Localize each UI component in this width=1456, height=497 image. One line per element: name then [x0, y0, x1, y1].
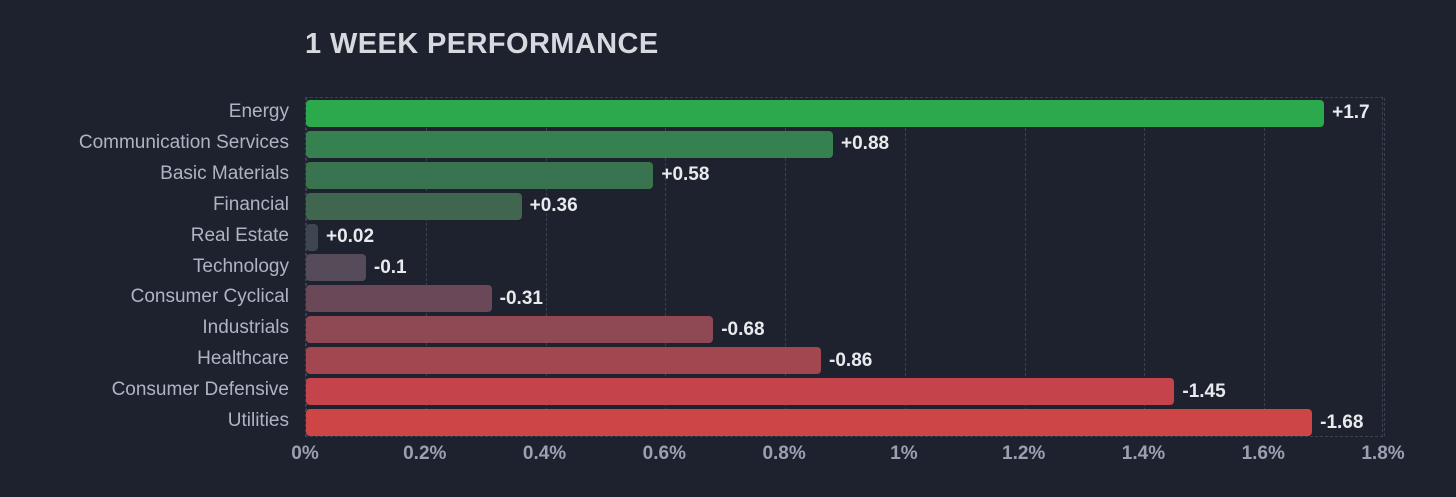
x-tick-label: 1.4%	[1121, 443, 1166, 464]
plot-area: +1.7 +0.88 +0.58 +0.36 +0.02 -0.1 -0.31 -0.68 -0…	[305, 97, 1385, 438]
gridline	[785, 98, 787, 436]
bar-row: -1.45	[306, 376, 1382, 407]
x-tick-label: 0.4%	[522, 443, 567, 464]
value-label: -0.86	[829, 349, 873, 371]
gridline	[1264, 98, 1266, 436]
category-label: Energy	[228, 101, 289, 122]
gridline	[1384, 98, 1385, 436]
chart-title: 1 WEEK PERFORMANCE	[305, 28, 659, 60]
bar-row: +0.88	[306, 129, 1382, 160]
gridline	[1024, 98, 1026, 436]
bar-row: -0.68	[306, 314, 1382, 345]
bar	[306, 285, 492, 313]
bar	[306, 192, 522, 220]
category-label: Industrials	[202, 317, 289, 339]
bar	[306, 254, 366, 282]
value-label: -1.45	[1182, 380, 1226, 402]
bar	[306, 130, 834, 158]
bar	[306, 347, 822, 375]
value-label: +0.02	[325, 226, 375, 248]
value-label: +0.88	[841, 133, 890, 155]
category-label: Basic Materials	[160, 162, 289, 184]
category-label: Healthcare	[197, 348, 289, 370]
gridline	[665, 98, 667, 436]
x-tick-label: 0.2%	[403, 443, 447, 464]
category-label: Consumer Cyclical	[130, 286, 289, 308]
value-label: -0.68	[721, 318, 765, 340]
gridline	[545, 98, 547, 436]
x-axis: 0% 0.2% 0.4% 0.6% 0.8% 1% 1.2% 1.4% 1.6% 1.8%	[291, 443, 1404, 469]
x-tick-label: 0.8%	[762, 443, 806, 464]
bar-row: +0.58	[306, 160, 1382, 191]
bar	[306, 409, 1313, 437]
bar-row: +1.7	[306, 98, 1382, 129]
x-tick-label: 0%	[291, 443, 319, 464]
gridline	[425, 98, 427, 436]
bar-row: -1.68	[306, 407, 1382, 438]
x-tick-label: 1%	[890, 443, 918, 464]
category-label: Financial	[212, 193, 289, 215]
bar	[306, 99, 1325, 127]
value-label: +1.7	[1332, 102, 1370, 124]
bar	[306, 223, 318, 251]
bar-row: -0.86	[306, 345, 1382, 376]
bar-row: -0.1	[306, 253, 1382, 284]
category-label: Real Estate	[190, 224, 289, 246]
gridline	[904, 98, 906, 436]
category-label: Consumer Defensive	[111, 379, 289, 401]
value-label: +0.58	[661, 164, 710, 186]
bar-row: +0.02	[306, 222, 1382, 253]
category-label: Communication Services	[78, 131, 289, 153]
value-label: -1.68	[1320, 411, 1364, 433]
bar-row: -0.31	[306, 283, 1382, 314]
value-label: -0.31	[499, 287, 543, 309]
value-label: +0.36	[529, 195, 578, 217]
x-tick-label: 1.6%	[1241, 443, 1285, 464]
x-tick-label: 1.2%	[1002, 443, 1046, 464]
x-tick-label: 0.6%	[642, 443, 686, 464]
bar	[306, 316, 714, 344]
category-label: Technology	[192, 255, 289, 277]
value-label: -0.1	[373, 256, 407, 278]
bar	[306, 378, 1175, 406]
bar	[306, 161, 654, 189]
gridline	[1144, 98, 1146, 436]
bar-row: +0.36	[306, 191, 1382, 222]
category-label: Utilities	[227, 410, 289, 432]
x-tick-label: 1.8%	[1361, 443, 1405, 464]
